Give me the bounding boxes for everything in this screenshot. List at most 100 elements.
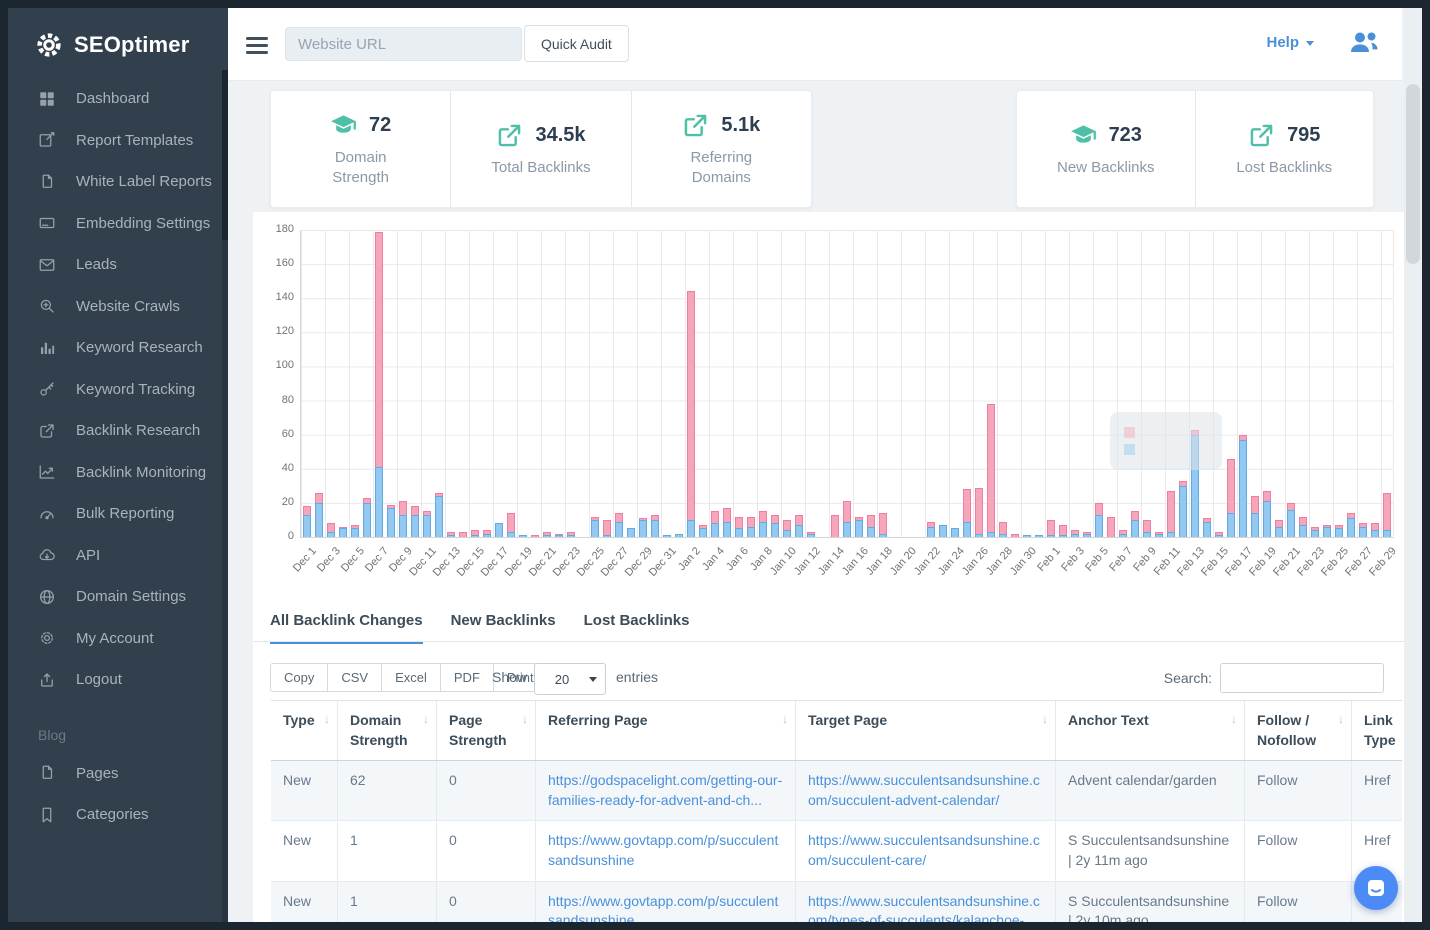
sidebar-item-categories[interactable]: Categories [8,794,228,836]
backlink-monitoring-icon [38,463,56,481]
sidebar-item-pages[interactable]: Pages [8,753,228,795]
sort-icon[interactable]: ↓ [324,712,330,726]
select-caret-icon [589,676,597,682]
lost-backlinks-segment [795,514,803,526]
search-input[interactable] [1220,663,1384,693]
sidebar-item-website-crawls[interactable]: Website Crawls [8,286,228,328]
column-header-link-type[interactable]: Link Type↓ [1351,701,1402,761]
target_page-link[interactable]: https://www.succulentsandsunshine.com/su… [808,772,1040,808]
y-tick-label: 180 [275,223,294,235]
target_page-link[interactable]: https://www.succulentsandsunshine.com/ty… [808,892,1040,922]
sidebar-scrollbar[interactable] [222,70,228,922]
sort-icon[interactable]: ↓ [1231,712,1237,726]
new-backlinks-segment [1383,530,1391,537]
sort-icon[interactable]: ↓ [1042,712,1048,726]
sidebar-item-backlink-research[interactable]: Backlink Research [8,410,228,452]
sidebar-item-my-account[interactable]: My Account [8,618,228,660]
cell-referring_page: https://godspacelight.com/getting-our-fa… [535,761,795,821]
lost-backlinks-segment [411,506,419,515]
backlinks-chart [300,230,1394,538]
referring_page-link[interactable]: https://www.govtapp.com/p/succulentsands… [548,892,779,922]
entries-select[interactable]: 20 [534,663,606,695]
sort-icon[interactable]: ↓ [522,712,528,726]
tab-all-backlink-changes[interactable]: All Backlink Changes [270,612,423,644]
new-backlinks-segment [939,525,947,537]
sort-icon[interactable]: ↓ [423,712,429,726]
page-scrollbar-thumb[interactable] [1406,84,1420,264]
new-backlinks-segment [591,519,599,537]
new-backlinks-segment [1311,530,1319,537]
lost-backlinks-segment [483,530,491,534]
sidebar-item-keyword-tracking[interactable]: Keyword Tracking [8,369,228,411]
tooltip-lost-swatch [1124,427,1135,438]
website-url-input[interactable] [285,27,522,61]
sidebar-item-label: Leads [76,256,117,274]
table-row: New 62 0 https://godspacelight.com/getting-… [271,761,1402,822]
lost-backlinks-segment [531,535,539,537]
bar-feb-25 [1335,525,1343,537]
graduation-cap-icon [330,112,357,139]
sidebar-item-embedding-settings[interactable]: Embedding Settings [8,203,228,245]
sidebar-item-logout[interactable]: Logout [8,659,228,701]
target_page-link[interactable]: https://www.succulentsandsunshine.com/su… [808,832,1040,868]
column-header-type[interactable]: Type ↓ [271,701,337,760]
cell-referring_page: https://www.govtapp.com/p/succulentsands… [535,881,795,922]
bar-feb-18 [1251,496,1259,537]
sidebar-item-dashboard[interactable]: Dashboard [8,78,228,120]
sidebar-item-domain-settings[interactable]: Domain Settings [8,576,228,618]
chat-widget-button[interactable] [1354,866,1398,910]
sort-icon[interactable]: ↓ [1338,712,1344,726]
account-users-icon[interactable] [1348,30,1380,56]
new-backlinks-segment [951,528,959,537]
cell-link_type: Href [1351,821,1402,881]
sidebar-item-bulk-reporting[interactable]: Bulk Reporting [8,493,228,535]
lost-backlinks-segment [1167,490,1175,532]
help-menu[interactable]: Help [1266,34,1314,51]
bar-feb-21 [1287,502,1295,537]
sidebar-item-leads[interactable]: Leads [8,244,228,286]
sidebar-item-api[interactable]: API [8,535,228,577]
categories-icon [38,806,56,824]
sidebar-item-report-templates[interactable]: Report Templates [8,120,228,162]
quick-audit-button[interactable]: Quick Audit [524,25,629,62]
column-header-anchor-text[interactable]: Anchor Text ↓ [1055,701,1244,761]
bar-jan-4 [711,511,719,537]
column-header-referring-page[interactable]: Referring Page ↓ [535,701,795,761]
tab-lost-backlinks[interactable]: Lost Backlinks [583,612,690,629]
csv-button[interactable]: CSV [327,663,383,692]
stat-value: 723 [1108,123,1142,146]
referring_page-link[interactable]: https://www.govtapp.com/p/succulentsands… [548,832,779,868]
referring_page-link[interactable]: https://godspacelight.com/getting-our-fa… [548,772,783,808]
sidebar-item-white-label-reports[interactable]: White Label Reports [8,161,228,203]
graduation-cap-icon [1070,122,1097,149]
copy-button[interactable]: Copy [270,663,329,692]
app-logo[interactable]: SEOptimer [8,8,228,78]
sidebar-item-keyword-research[interactable]: Keyword Research [8,327,228,369]
my-account-icon [38,629,56,647]
column-header-target-page[interactable]: Target Page ↓ [795,701,1055,761]
tab-new-backlinks[interactable]: New Backlinks [450,612,556,629]
bar-dec-4 [339,526,347,537]
sidebar-item-label: Embedding Settings [76,214,211,232]
pdf-button[interactable]: PDF [439,663,494,692]
lost-backlinks-segment [351,525,359,529]
bar-dec-12 [435,492,443,537]
excel-button[interactable]: Excel [381,663,441,692]
column-header-page-strength[interactable]: Page Strength ↓ [436,701,535,761]
column-header-follow-nofollow[interactable]: Follow / Nofollow ↓ [1244,701,1351,761]
menu-toggle-icon[interactable] [246,37,268,58]
lost-backlinks-segment [375,231,383,468]
new-backlinks-segment [723,521,731,537]
sidebar-item-backlink-monitoring[interactable]: Backlink Monitoring [8,452,228,494]
table-header-row: Type ↓ Domain Strength ↓ Page Strength ↓ Refer… [271,700,1402,762]
bar-dec-25 [591,516,599,537]
stat-label: Total Backlinks [491,158,591,176]
sort-icon[interactable]: ↓ [782,712,788,726]
lost-backlinks-segment [1347,513,1355,519]
sidebar-scrollbar-thumb[interactable] [222,70,228,240]
column-header-domain-strength[interactable]: Domain Strength ↓ [337,701,436,761]
lost-backlinks-segment [879,513,887,534]
column-header-label: Referring Page [548,712,648,728]
stat-label: Referring Domains [690,148,753,186]
lost-backlinks-segment [1155,531,1163,534]
